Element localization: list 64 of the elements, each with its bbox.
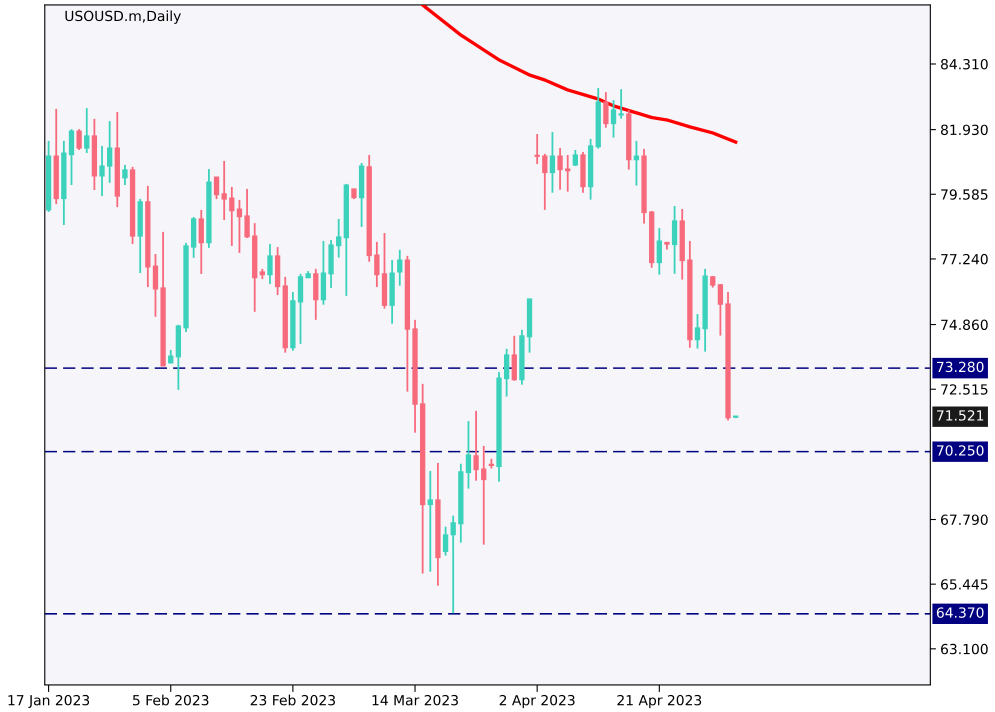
line-series (420, 4, 738, 144)
candlestick (244, 188, 250, 239)
candlestick (534, 133, 540, 165)
candlestick (222, 160, 227, 221)
candlestick (229, 186, 234, 247)
candlestick (76, 128, 82, 151)
candlestick (99, 144, 105, 197)
candlestick (450, 514, 456, 614)
candlestick (672, 205, 678, 275)
x-tick-label: 21 Apr 2023 (617, 694, 702, 708)
x-tick-label: 17 Jan 2023 (8, 694, 90, 708)
text: 71.521 (937, 410, 984, 421)
candlestick (473, 410, 479, 482)
y-tick-label: 67.790 (941, 514, 988, 525)
candlestick (168, 349, 174, 364)
y-tick-label: 79.585 (941, 189, 988, 200)
candlestick (107, 120, 112, 184)
candlestick (603, 91, 609, 129)
candlestick (542, 152, 548, 211)
candlestick (336, 218, 342, 258)
candlestick (565, 154, 570, 193)
candlestick (656, 227, 662, 276)
x-tick-label: 2 Apr 2023 (500, 694, 575, 708)
candlestick (198, 208, 204, 275)
y-tick-label: 84.310 (940, 58, 988, 70)
y-tick-label: 65.445 (941, 579, 988, 590)
y-tick-label: 77.240 (941, 254, 988, 264)
candlestick (267, 243, 273, 285)
candlestick (618, 88, 624, 120)
y-tick-label: 81.930 (940, 124, 988, 136)
candlestick (694, 313, 700, 350)
candlestick (428, 470, 433, 573)
candlestick (351, 188, 357, 200)
candlestick (610, 99, 616, 139)
candlestick (397, 248, 402, 287)
candlestick (718, 283, 724, 336)
ref-line-label: 73.280 (937, 362, 984, 372)
candlestick (236, 199, 242, 254)
candlestick (466, 420, 472, 490)
candlestick (260, 268, 265, 280)
candlestick (557, 147, 563, 191)
chart-title: USOUSD.m,Daily (65, 10, 181, 24)
x-tick-label: 14 Mar 2023 (372, 694, 458, 706)
candlestick (572, 149, 578, 167)
y-tick-label: 72.515 (941, 384, 988, 395)
y-tick-label: 63.100 (941, 644, 988, 654)
x-tick-label: 23 Feb 2023 (250, 694, 335, 706)
candlestick (214, 176, 220, 200)
candlestick (481, 444, 486, 546)
candlestick (710, 275, 716, 289)
y-tick-label: 74.860 (941, 320, 988, 330)
candlestick (122, 164, 128, 186)
candlestick (504, 348, 510, 398)
candlestick (488, 458, 494, 470)
candlestick (152, 253, 158, 318)
x-tick-label: 5 Feb 2023 (133, 694, 208, 706)
candlestick (374, 240, 380, 288)
candlestick (442, 526, 448, 557)
candlestick (84, 107, 90, 154)
candlestick (68, 128, 74, 186)
ref-line-label: 70.250 (937, 445, 984, 456)
candlestick (634, 140, 640, 186)
candlestick (550, 131, 556, 194)
ref-line-label: 64.370 (936, 607, 984, 618)
